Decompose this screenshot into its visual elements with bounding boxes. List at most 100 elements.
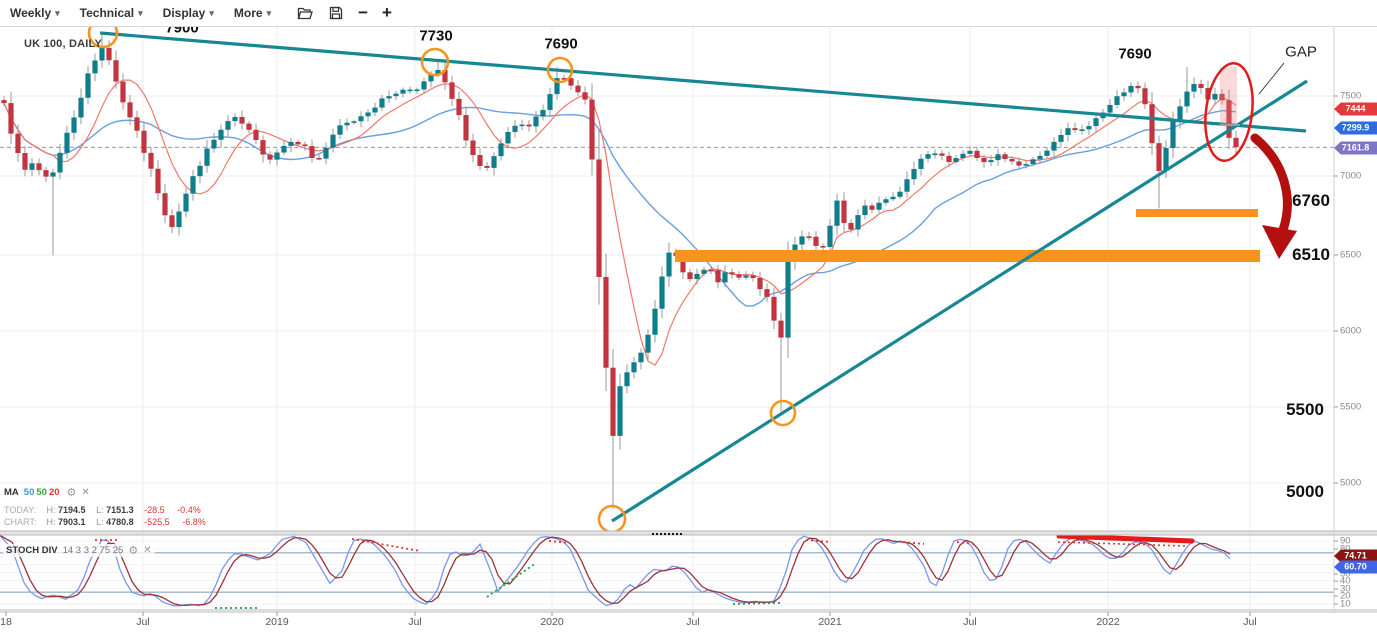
- menu-display-label: Display: [162, 6, 206, 20]
- candle-body: [386, 96, 392, 99]
- candle-body: [1128, 85, 1134, 93]
- candle-body: [603, 276, 609, 368]
- candle-body: [141, 130, 147, 153]
- candle-body: [477, 155, 483, 166]
- candle-body: [43, 170, 49, 177]
- candle-body: [1002, 154, 1008, 159]
- candle-body: [911, 168, 917, 180]
- candle-body: [1093, 118, 1099, 127]
- candle-body: [771, 296, 777, 321]
- menu-technical[interactable]: Technical ▾: [70, 0, 153, 26]
- candle-body: [694, 273, 700, 280]
- menu-more[interactable]: More ▾: [224, 0, 281, 26]
- candle-body: [631, 362, 637, 373]
- candle-body: [428, 74, 434, 82]
- menu-weekly[interactable]: Weekly ▾: [0, 0, 70, 26]
- candle-body: [99, 47, 105, 61]
- candle-body: [365, 112, 371, 117]
- chevron-down-icon: ▾: [55, 7, 60, 18]
- candle-body: [974, 150, 980, 158]
- candle-body: [1009, 158, 1015, 162]
- candle-body: [505, 131, 511, 144]
- candle-body: [309, 146, 315, 158]
- gear-icon[interactable]: ⚙: [66, 487, 77, 499]
- candle-body: [939, 153, 945, 156]
- candle-body: [743, 275, 749, 278]
- candle-body: [736, 274, 742, 278]
- axis-tick-label: 90: [1340, 535, 1351, 547]
- candle-body: [610, 367, 616, 436]
- candle-body: [519, 124, 525, 127]
- time-axis-label: 2022: [1096, 616, 1120, 628]
- axis-tick-label: 6500: [1340, 249, 1362, 261]
- candle-body: [547, 94, 553, 110]
- stats-row-label: CHART:: [4, 517, 37, 527]
- candle-body: [64, 132, 70, 153]
- candle-body: [904, 179, 910, 192]
- candle-body: [1156, 143, 1162, 171]
- stoch-params: 14 3 3 2 75 25: [62, 545, 124, 556]
- candle-body: [1135, 85, 1141, 89]
- stoch-red-dotted-mark: [902, 541, 925, 545]
- candle-body: [540, 109, 546, 117]
- axis-tick-label: 20: [1340, 590, 1351, 602]
- candle-body: [869, 205, 875, 210]
- candle-body: [1149, 104, 1155, 144]
- candle-body: [855, 215, 861, 230]
- close-icon[interactable]: ✕: [143, 545, 152, 556]
- candle-body: [148, 152, 154, 169]
- symbol-label: UK 100, DAILY: [24, 38, 102, 50]
- open-folder-icon[interactable]: [289, 0, 321, 26]
- touch-circle: [420, 47, 450, 77]
- price-tag: 7299.9: [1334, 121, 1377, 135]
- candle-body: [393, 93, 399, 97]
- save-icon[interactable]: [321, 0, 351, 26]
- zoom-out-button[interactable]: −: [351, 0, 375, 26]
- level-label: 7730: [419, 27, 453, 45]
- zoom-in-button[interactable]: +: [375, 0, 399, 26]
- candle-body: [190, 176, 196, 194]
- candle-body: [659, 276, 665, 309]
- candle-body: [617, 386, 623, 436]
- candle-body: [876, 202, 882, 210]
- candle-body: [1037, 155, 1043, 160]
- toolbar: Weekly ▾ Technical ▾ Display ▾ More ▾ − …: [0, 0, 1377, 27]
- gap-pointer-line: [1258, 62, 1285, 95]
- candle-body: [918, 158, 924, 169]
- candle-body: [1086, 126, 1092, 130]
- candle-body: [1219, 93, 1225, 101]
- candle-body: [239, 116, 245, 124]
- candle-body: [645, 334, 651, 353]
- close-icon[interactable]: ✕: [81, 487, 90, 498]
- candle-body: [575, 85, 581, 93]
- today-high-value: 7194.5: [58, 505, 86, 515]
- candle-body: [715, 270, 721, 283]
- ma-slow-line: [3, 102, 1237, 307]
- candle-body: [512, 125, 518, 132]
- menu-display[interactable]: Display ▾: [153, 0, 224, 26]
- axis-tick-label: 7000: [1340, 170, 1362, 182]
- ma-period: 50: [23, 487, 35, 498]
- level-label: 7690: [1118, 45, 1152, 63]
- gear-icon[interactable]: ⚙: [128, 545, 139, 557]
- candle-body: [967, 150, 973, 154]
- time-axis-label: Jul: [408, 616, 422, 628]
- panel-frame: [0, 26, 1377, 616]
- candle-body: [1142, 88, 1148, 105]
- axis-tick-label: 7500: [1340, 90, 1362, 102]
- candle-body: [652, 308, 658, 335]
- candle-body: [582, 92, 588, 100]
- ma-period: 20: [48, 487, 60, 498]
- stoch-legend-title: STOCH DIV: [6, 545, 58, 556]
- gridlines: [0, 26, 1334, 610]
- candle-body: [946, 155, 952, 162]
- stoch-divergence-bar: [1056, 533, 1195, 544]
- candle-body: [316, 157, 322, 160]
- trendline: [99, 31, 1307, 133]
- ma-params: 50 50 20: [24, 487, 62, 498]
- candle-body: [155, 168, 161, 194]
- high-key: H:: [46, 517, 56, 527]
- candle-body: [1226, 100, 1232, 138]
- today-change: -28.5: [144, 505, 165, 515]
